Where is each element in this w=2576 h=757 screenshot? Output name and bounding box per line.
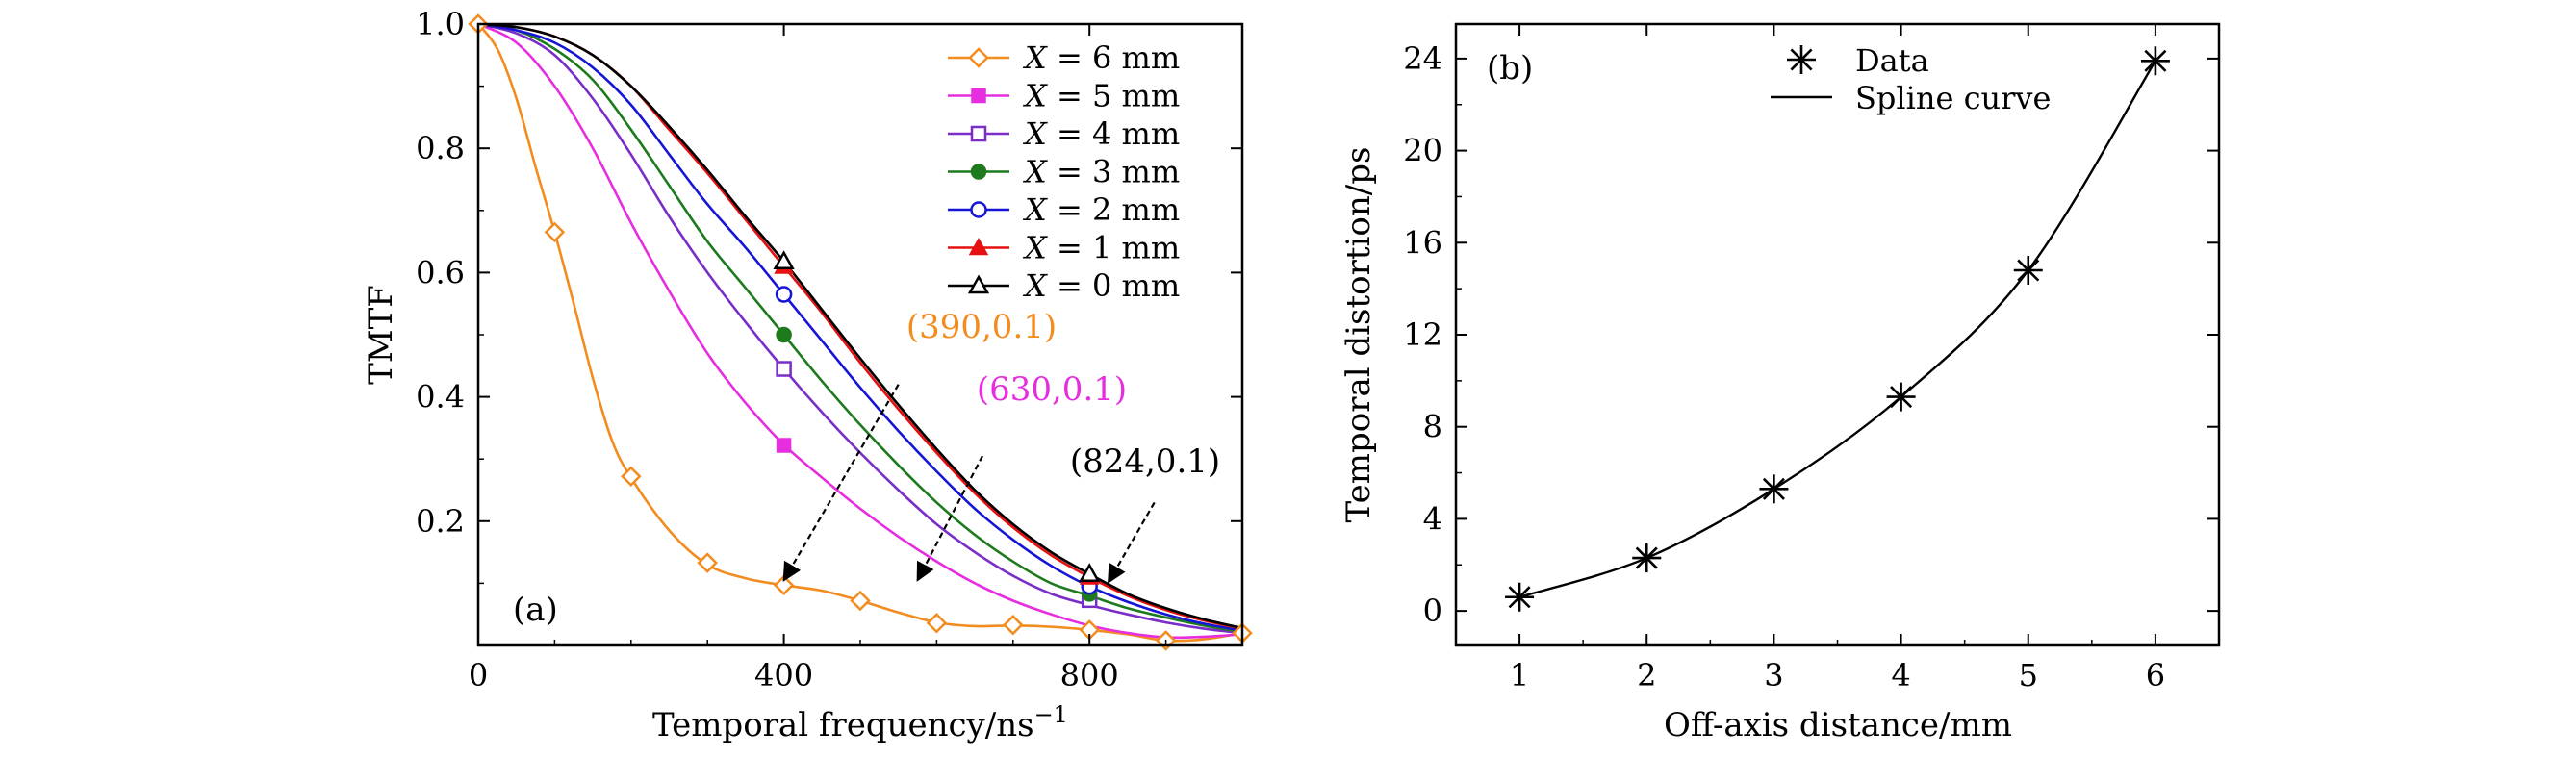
panel-a-x-axis-title: Temporal frequency/ns−1: [652, 701, 1068, 744]
legend-item-x-6-mm: X = 6 mm: [948, 39, 1180, 76]
legend-label: X = 2 mm: [1022, 191, 1180, 228]
y-tick-label: 1.0: [416, 6, 465, 42]
panel-b-data-markers: [1505, 46, 2170, 612]
panel-a-curves: [478, 24, 1242, 643]
legend-item-data: Data: [1787, 42, 1929, 79]
legend-marker: [970, 164, 987, 180]
panel-a-legend: X = 6 mmX = 5 mmX = 4 mmX = 3 mmX = 2 mm…: [948, 39, 1180, 304]
legend-item-spline-curve: Spline curve: [1771, 80, 2051, 116]
series-line-x-5-mm: [478, 24, 1242, 640]
y-tick-label: 0.8: [416, 130, 465, 166]
legend-marker: [968, 47, 989, 68]
panel-a-chart: (390,0.1) (630,0.1) (824,0.1) 0 400 800 0.2 0.…: [362, 6, 1253, 744]
legend-marker: [971, 88, 986, 104]
annotation-arrow: [782, 384, 900, 582]
legend-label: X = 3 mm: [1022, 154, 1180, 190]
y-tick-label: 0: [1423, 593, 1442, 629]
x-tick-label: 400: [754, 657, 813, 694]
panel-a-ticks: 0 400 800 0.2 0.4 0.6 0.8 1.0: [416, 6, 1242, 694]
annotation-label: (824,0.1): [1070, 442, 1220, 481]
data-point-data: [2013, 256, 2043, 286]
series-line-x-0-mm: [478, 24, 1242, 630]
legend-marker: [970, 125, 987, 142]
legend-marker: [967, 274, 990, 294]
legend-label: Data: [1855, 42, 1929, 79]
data-point-data: [1505, 582, 1535, 612]
legend-label: X = 0 mm: [1022, 267, 1180, 304]
data-point-data: [1632, 543, 1662, 573]
y-tick-label: 0.6: [416, 254, 465, 290]
x-tick-label: 6: [2146, 657, 2165, 694]
legend-label: X = 5 mm: [1022, 78, 1180, 114]
data-point-data: [2140, 46, 2170, 76]
legend-label: X = 1 mm: [1022, 230, 1180, 266]
data-point-x-6-mm: [697, 552, 718, 573]
data-point-x-6-mm: [544, 221, 566, 243]
data-point-x-2-mm: [775, 286, 793, 303]
x-tick-label: 2: [1637, 657, 1656, 694]
data-point-x-6-mm: [621, 466, 642, 488]
x-tick-label: 4: [1891, 657, 1910, 694]
data-point-x-0-mm: [1079, 563, 1101, 582]
series-line-x-4-mm: [478, 24, 1242, 635]
data-point-x-5-mm: [776, 438, 792, 453]
data-point-data: [1759, 474, 1789, 504]
x-tick-label: 800: [1060, 657, 1119, 694]
legend-marker: [968, 237, 989, 256]
y-tick-label: 0.2: [416, 503, 465, 540]
data-point-x-0-mm: [773, 250, 795, 270]
annotation-arrow: [916, 455, 984, 582]
legend-item-x-5-mm: X = 5 mm: [948, 78, 1180, 114]
x-tick-label: 3: [1764, 657, 1783, 694]
data-point-x-6-mm: [1003, 614, 1024, 636]
legend-label: X = 4 mm: [1022, 115, 1180, 152]
legend-item-x-3-mm: X = 3 mm: [948, 154, 1180, 190]
y-tick-label: 12: [1403, 316, 1442, 353]
legend-item-x-4-mm: X = 4 mm: [948, 115, 1180, 152]
legend-item-x-2-mm: X = 2 mm: [948, 191, 1180, 228]
annotation-arrow: [1108, 501, 1156, 584]
y-tick-label: 4: [1423, 500, 1442, 537]
panel-b-x-axis-title: Off-axis distance/mm: [1664, 706, 2012, 744]
y-tick-label: 0.4: [416, 379, 465, 416]
panel-a-label: (a): [513, 591, 558, 629]
legend-marker: [1787, 45, 1816, 74]
panel-a-annotations: (390,0.1) (630,0.1) (824,0.1): [782, 308, 1220, 584]
data-point-x-3-mm: [776, 326, 792, 343]
panel-a-markers: [468, 13, 1253, 651]
panel-b-y-axis-title: Temporal distortion/ps: [1339, 147, 1378, 523]
x-tick-label: 1: [1510, 657, 1529, 694]
panel-a-y-axis-title: TMTF: [362, 285, 400, 385]
y-tick-label: 24: [1403, 40, 1442, 77]
data-point-x-4-mm: [776, 361, 792, 377]
panel-b-frame: [1454, 22, 2221, 647]
legend-marker: [970, 201, 987, 218]
legend-label: X = 6 mm: [1022, 39, 1180, 76]
series-line-x-2-mm: [478, 24, 1242, 632]
y-tick-label: 8: [1423, 409, 1442, 445]
y-tick-label: 20: [1403, 133, 1442, 169]
x-tick-label: 5: [2019, 657, 2038, 694]
legend-label: Spline curve: [1855, 80, 2051, 116]
panel-b-label: (b): [1487, 49, 1533, 88]
annotation-label: (630,0.1): [977, 370, 1127, 409]
data-point-x-6-mm: [850, 590, 871, 612]
data-point-data: [1886, 382, 1916, 412]
y-tick-label: 16: [1403, 224, 1442, 261]
legend-item-x-1-mm: X = 1 mm: [948, 230, 1180, 266]
data-point-x-6-mm: [926, 612, 948, 634]
legend-item-x-0-mm: X = 0 mm: [948, 267, 1180, 304]
panel-b-spline-curve: [1518, 60, 2156, 598]
x-tick-label: 0: [469, 657, 488, 694]
annotation-label: (390,0.1): [906, 308, 1057, 346]
series-line-x-3-mm: [478, 24, 1242, 634]
series-line-spline-curve: [1518, 60, 2156, 598]
